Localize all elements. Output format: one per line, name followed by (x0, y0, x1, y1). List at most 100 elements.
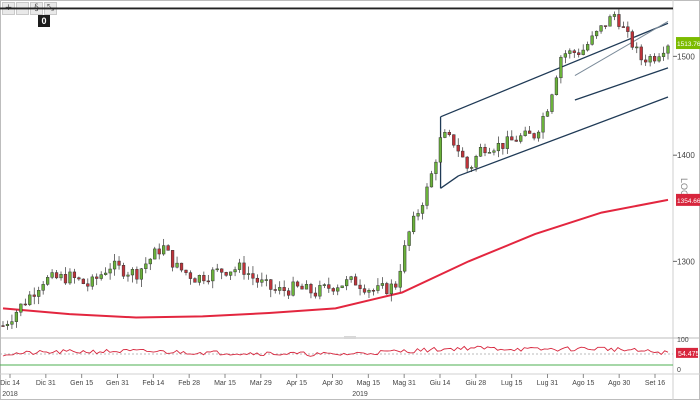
candle-body (532, 133, 536, 139)
candle-body (220, 268, 224, 273)
candle-body (438, 137, 443, 163)
candle-body (380, 283, 384, 286)
candle-body (139, 268, 143, 280)
candle-body (612, 14, 617, 17)
candle-body (269, 279, 273, 290)
candle-body (273, 289, 277, 291)
candle-body (5, 323, 10, 326)
x-tick-label: Mag 15 (357, 380, 380, 387)
channel-lower-line (458, 96, 669, 177)
x-tick-label: Feb 14 (142, 380, 164, 387)
candle-body (99, 274, 103, 279)
candle-body (394, 283, 398, 288)
candle-body (23, 303, 27, 306)
candle-body (211, 269, 215, 282)
candle-body (300, 285, 304, 290)
rsi-line (2, 345, 669, 357)
x-tick-label: Lug 15 (501, 380, 523, 387)
candle-body (505, 136, 509, 149)
candle-body (10, 321, 14, 325)
candle-body (603, 25, 608, 27)
candle-body (568, 50, 572, 54)
candle-body (429, 173, 434, 188)
candle-body (461, 150, 465, 158)
candle-body (291, 281, 295, 296)
x-tick-label: Dic 31 (36, 380, 56, 387)
candle-body (130, 269, 135, 276)
candle-body (630, 31, 634, 48)
rsi-tick-label: 0 (677, 367, 681, 374)
candle-body (590, 35, 594, 45)
x-tick-label: Mar 29 (250, 380, 272, 387)
candle-body (295, 281, 300, 287)
candle-body (376, 285, 380, 291)
candle-body (153, 248, 157, 260)
candle-body (411, 215, 416, 233)
candle-body (54, 272, 59, 279)
candle-body (126, 274, 130, 277)
candle-body (331, 288, 335, 292)
x-tick-label: Apr 15 (286, 380, 307, 387)
candle-body (425, 186, 429, 206)
candle-body (251, 273, 255, 279)
candle-body (63, 274, 68, 284)
candle-body (545, 111, 550, 117)
candle-body (282, 287, 286, 291)
candle-body (242, 262, 246, 275)
y-tick-label: 1500 (677, 52, 695, 61)
candle-body (389, 283, 393, 295)
candle-body (469, 167, 474, 169)
candle-body (581, 49, 585, 55)
candle-body (104, 272, 108, 275)
candle-body (367, 290, 371, 293)
candle-body (237, 262, 242, 270)
candle-body (59, 274, 63, 279)
x-tick-label: Mag 31 (392, 380, 415, 387)
candle-body (452, 134, 456, 146)
candle-body (72, 271, 77, 278)
candle-body (447, 132, 451, 135)
x-tick-label: Apr 30 (322, 380, 343, 387)
candle-body (456, 144, 460, 152)
candle-body (46, 277, 50, 285)
candle-body (255, 277, 260, 283)
x-tick-label: Set 16 (645, 380, 665, 387)
candle-body (313, 292, 318, 297)
candle-body (184, 269, 188, 273)
candle-body (144, 263, 148, 269)
x-tick-label: Lug 31 (537, 380, 559, 387)
price-badge-label: 1513.7676 (677, 41, 700, 48)
candle-body (626, 26, 630, 32)
zero-badge: 0 (38, 15, 50, 27)
candle-body (206, 280, 210, 283)
candle-body (528, 130, 532, 134)
price-badge (676, 37, 700, 50)
candle-body (362, 288, 367, 293)
candle-body (86, 283, 90, 287)
candle-body (340, 285, 344, 288)
candle-body (345, 279, 349, 287)
channel-upper-line (440, 22, 669, 118)
x-tick-label: Giu 14 (430, 380, 451, 387)
candle-body (309, 284, 313, 294)
candle-body (487, 152, 492, 154)
y-tick-label: 1300 (677, 257, 695, 266)
wedge-lower-line (574, 67, 669, 101)
candle-body (644, 59, 648, 63)
candle-body (349, 276, 353, 280)
candle-body (514, 139, 518, 142)
candle-body (594, 30, 599, 37)
candle-body (202, 275, 206, 282)
panel-splitter-handle (344, 336, 356, 339)
candle-body (77, 277, 81, 280)
candle-body (1, 325, 5, 327)
candle-body (617, 14, 621, 27)
candle-body (90, 276, 94, 287)
candle-body (353, 276, 358, 286)
wedge-upper-line (574, 21, 669, 77)
price-badge-label: 1354.6637 (677, 198, 700, 205)
candle-body (577, 52, 581, 55)
candle-body (19, 303, 23, 313)
candle-body (621, 26, 625, 28)
rsi-value-badge (676, 347, 698, 358)
